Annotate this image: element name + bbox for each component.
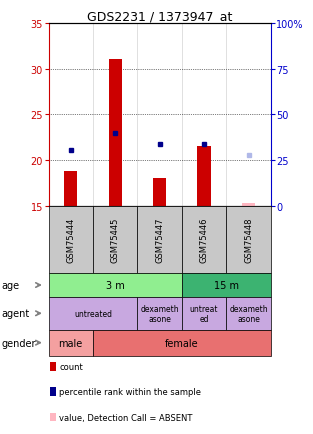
Bar (64, 171, 77, 206)
Text: GSM75444: GSM75444 (66, 217, 75, 263)
Text: untreated: untreated (74, 309, 112, 318)
Text: GSM75447: GSM75447 (155, 217, 164, 263)
Text: 15 m: 15 m (214, 280, 239, 290)
Text: dexameth
asone: dexameth asone (140, 304, 179, 323)
Text: untreat
ed: untreat ed (190, 304, 218, 323)
Text: GSM75446: GSM75446 (200, 217, 208, 263)
Text: count: count (59, 362, 83, 371)
Text: male: male (59, 338, 83, 348)
Text: agent: agent (2, 309, 30, 319)
Title: GDS2231 / 1373947_at: GDS2231 / 1373947_at (87, 10, 232, 23)
Bar (153, 179, 166, 206)
Bar (109, 60, 122, 206)
Text: value, Detection Call = ABSENT: value, Detection Call = ABSENT (59, 413, 193, 421)
Text: GSM75448: GSM75448 (244, 217, 253, 263)
Text: female: female (165, 338, 199, 348)
Text: gender: gender (2, 338, 36, 348)
Text: 3 m: 3 m (106, 280, 125, 290)
Text: age: age (2, 280, 20, 290)
Bar (242, 204, 255, 206)
Bar (198, 147, 211, 206)
Text: GSM75445: GSM75445 (111, 217, 120, 263)
Text: percentile rank within the sample: percentile rank within the sample (59, 388, 202, 396)
Text: dexameth
asone: dexameth asone (229, 304, 268, 323)
